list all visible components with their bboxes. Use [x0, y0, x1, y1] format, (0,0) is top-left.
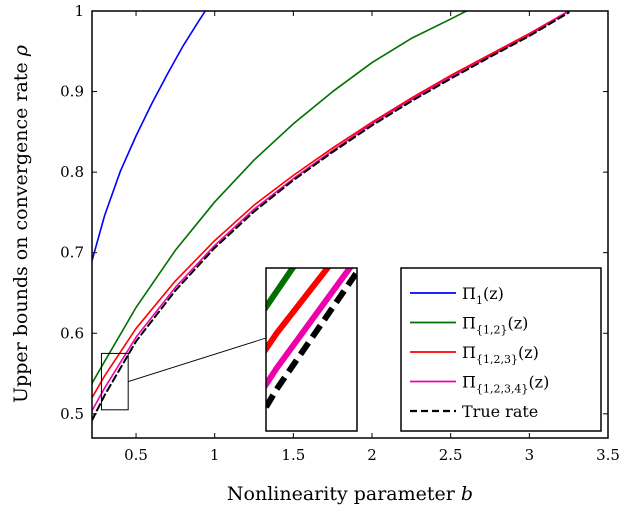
y-tick-label: 0.5 — [60, 405, 84, 423]
legend-label-5: True rate — [462, 402, 538, 421]
x-axis-label: Nonlinearity parameter b — [227, 483, 473, 505]
x-tick-label: 0.5 — [124, 446, 148, 464]
x-tick-label: 3 — [525, 446, 535, 464]
y-axis-label-symbol: ρ — [10, 44, 32, 57]
y-tick-label: 1 — [74, 2, 84, 20]
x-tick-label: 2.5 — [439, 446, 463, 464]
y-tick-label: 0.6 — [60, 324, 84, 342]
y-tick-label: 0.8 — [60, 163, 84, 181]
x-axis-label-symbol: b — [461, 483, 473, 505]
y-axis-label: Upper bounds on convergence rate ρ — [10, 44, 32, 403]
x-tick-label: 1 — [210, 446, 220, 464]
y-tick-label: 0.9 — [60, 83, 84, 101]
x-tick-label: 3.5 — [596, 446, 620, 464]
legend: Π1(z)Π{1,2}(z)Π{1,2,3}(z)Π{1,2,3,4}(z)Tr… — [401, 268, 601, 431]
x-axis-label-text: Nonlinearity parameter — [227, 483, 456, 505]
y-axis-label-text: Upper bounds on convergence rate — [10, 62, 32, 403]
y-tick-label: 0.7 — [60, 244, 84, 262]
x-tick-label: 2 — [367, 446, 377, 464]
x-tick-label: 1.5 — [281, 446, 305, 464]
